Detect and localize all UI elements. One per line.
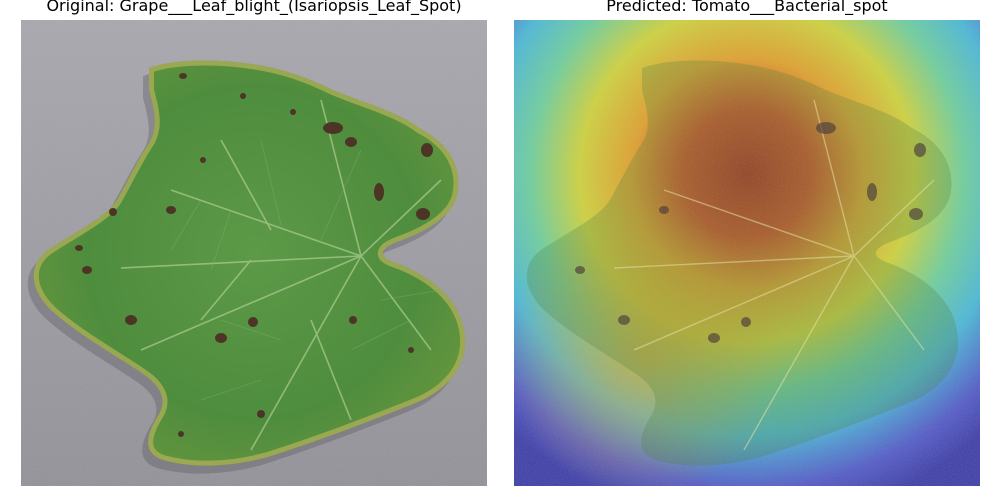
original-image-title: Original: Grape___Leaf_blight_(Isariopsi… [46,0,462,15]
gradcam-heatmap-overlay [514,20,980,486]
leaf-photo [21,20,487,486]
predicted-image-title: Predicted: Tomato___Bacterial_spot [606,0,888,15]
original-leaf-image [21,20,487,486]
gradcam-heatmap-image [514,20,980,486]
